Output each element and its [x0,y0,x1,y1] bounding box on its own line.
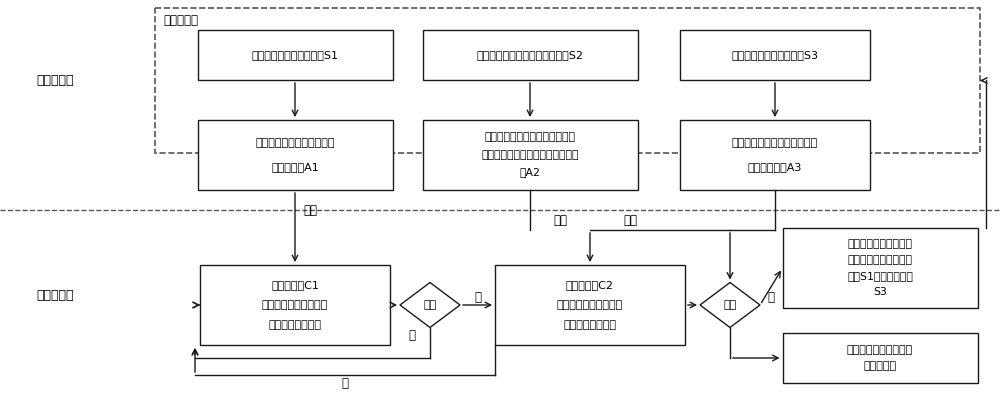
Text: 数据样本库: 数据样本库 [163,13,198,26]
Text: 别分类，输出结果: 别分类，输出结果 [564,320,616,330]
Text: 训练深度神经网络，获得杂草: 训练深度神经网络，获得杂草 [732,138,818,148]
Text: 具体类型）: 具体类型） [863,361,897,371]
Text: 构建杂草数捆图像样木库S3: 构建杂草数捆图像样木库S3 [732,50,818,60]
Text: 是: 是 [408,329,415,342]
Text: 统计作物生长特征参数范围及均: 统计作物生长特征参数范围及均 [484,132,576,142]
Bar [782,228,978,308]
Text: 是: 是 [342,377,349,390]
Text: 加载: 加载 [623,214,637,227]
Text: 构建作物生长子特征参数数据库S2: 构建作物生长子特征参数数据库S2 [477,50,584,60]
Text: 物检测模型A1: 物检测模型A1 [271,162,319,172]
Text: 上报检测结果（杂草及: 上报检测结果（杂草及 [847,345,913,354]
Bar [198,30,392,80]
Text: 本库S1和杂草样本库: 本库S1和杂草样本库 [847,271,913,281]
Text: 加载: 加载 [553,214,567,227]
Bar [198,120,392,190]
Polygon shape [700,282,760,328]
Bar [782,333,978,383]
Bar [422,120,638,190]
Bar [200,265,390,345]
Bar [422,30,638,80]
Text: 构建作物图像训练样木库S1: 构建作物图像训练样木库S1 [252,50,338,60]
Bar [680,120,870,190]
Text: 作物: 作物 [723,300,737,310]
Text: 否: 否 [474,290,481,303]
Text: 值，获得各参数指标特征及分类模: 值，获得各参数指标特征及分类模 [481,150,579,160]
Text: S3: S3 [873,287,887,297]
Text: 记，分类存储到作物样: 记，分类存储到作物样 [848,255,912,265]
Text: 算法开发层: 算法开发层 [36,73,74,86]
Text: 目标识别模型A3: 目标识别模型A3 [748,162,802,172]
Text: 对输入图像进行作物识: 对输入图像进行作物识 [557,300,623,310]
Polygon shape [400,282,460,328]
Text: 加载: 加载 [303,204,317,217]
Text: 部署执行层: 部署执行层 [36,289,74,302]
Bar [680,30,870,80]
Text: 否: 否 [768,290,775,303]
Text: 作物分类器C1: 作物分类器C1 [271,280,319,290]
Text: 训练深度神经网络，获得作: 训练深度神经网络，获得作 [255,138,335,148]
Text: 上传检测图像并人工标: 上传检测图像并人工标 [848,239,912,249]
Text: 对输入图像进行作物识: 对输入图像进行作物识 [262,300,328,310]
Bar [155,8,980,153]
Text: 型A2: 型A2 [520,168,540,178]
Text: 别分类，输出结果: 别分类，输出结果 [268,320,322,330]
Bar [495,265,685,345]
Text: 作物: 作物 [423,300,437,310]
Text: 作物分类器C2: 作物分类器C2 [566,280,614,290]
